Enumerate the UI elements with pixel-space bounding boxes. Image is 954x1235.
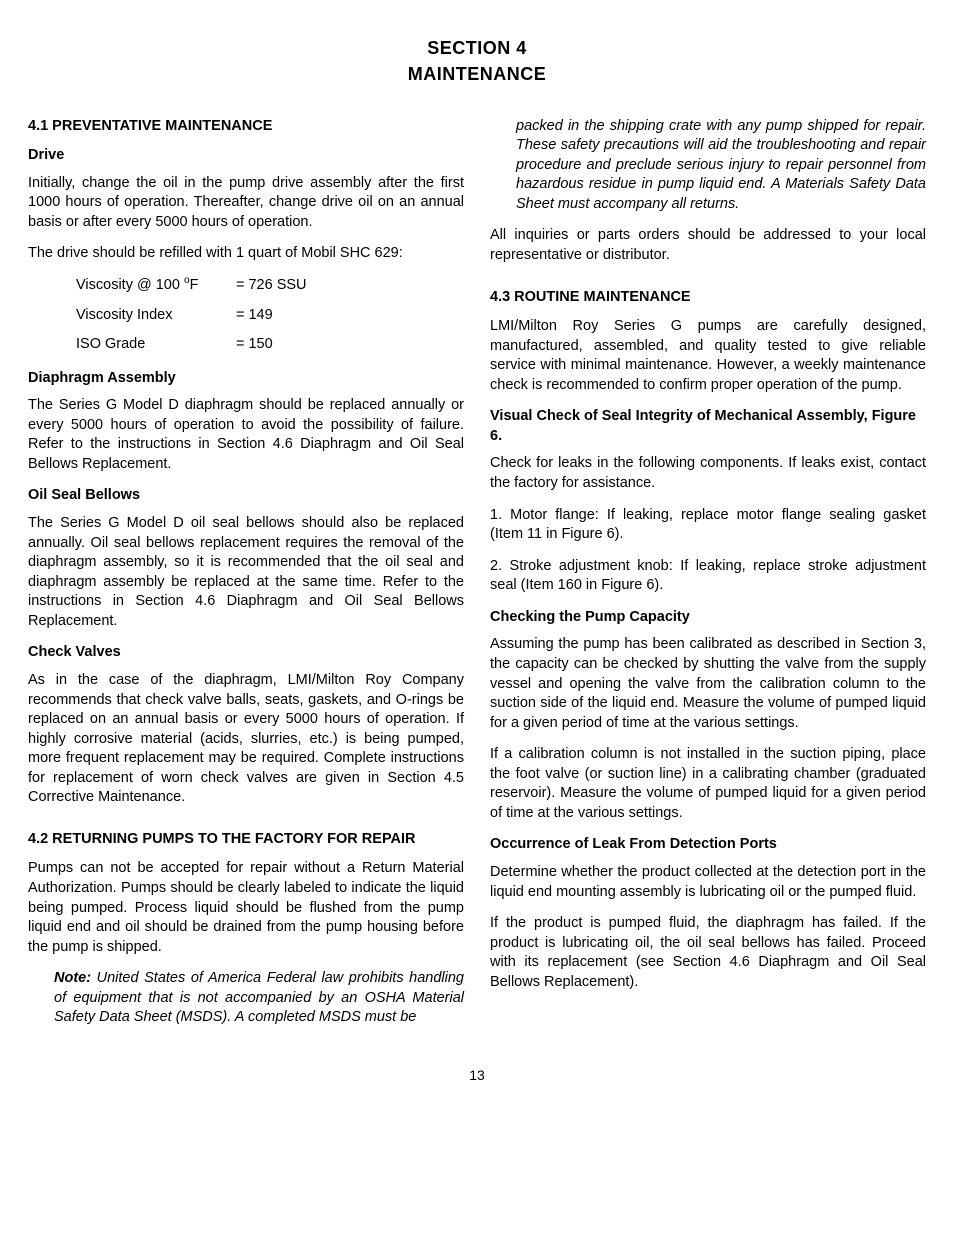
paragraph: The drive should be refilled with 1 quar…	[28, 244, 464, 264]
subhead-leak-detection: Occurrence of Leak From Detection Ports	[490, 835, 926, 855]
paragraph: Pumps can not be accepted for repair wit…	[28, 859, 464, 957]
paragraph: Determine whether the product collected …	[490, 863, 926, 902]
content-columns: 4.1 PREVENTATIVE MAINTENANCE Drive Initi…	[28, 117, 926, 1040]
note-text: United States of America Federal law pro…	[54, 970, 464, 1025]
section-title: MAINTENANCE	[28, 62, 926, 86]
paragraph: Check for leaks in the following compone…	[490, 454, 926, 493]
note-block: Note: United States of America Federal l…	[28, 969, 464, 1028]
spec-label: Viscosity @ 100 oF	[76, 276, 236, 296]
note-continuation: packed in the shipping crate with any pu…	[490, 117, 926, 215]
spec-table: Viscosity @ 100 oF = 726 SSU Viscosity I…	[76, 276, 464, 355]
paragraph: As in the case of the diaphragm, LMI/Mil…	[28, 671, 464, 808]
paragraph: All inquiries or parts orders should be …	[490, 226, 926, 265]
paragraph: Initially, change the oil in the pump dr…	[28, 174, 464, 233]
subhead-visual-check: Visual Check of Seal Integrity of Mechan…	[490, 407, 926, 446]
left-column: 4.1 PREVENTATIVE MAINTENANCE Drive Initi…	[28, 117, 464, 1040]
subhead-check-valves: Check Valves	[28, 643, 464, 663]
spec-row: ISO Grade = 150	[76, 335, 464, 355]
section-number: SECTION 4	[28, 36, 926, 60]
paragraph: LMI/Milton Roy Series G pumps are carefu…	[490, 317, 926, 395]
spec-row: Viscosity Index = 149	[76, 306, 464, 326]
subhead-pump-capacity: Checking the Pump Capacity	[490, 608, 926, 628]
page-number: 13	[28, 1066, 926, 1085]
paragraph: The Series G Model D oil seal bellows sh…	[28, 514, 464, 631]
spec-row: Viscosity @ 100 oF = 726 SSU	[76, 276, 464, 296]
heading-4-3: 4.3 ROUTINE MAINTENANCE	[490, 288, 926, 308]
subhead-oil-seal: Oil Seal Bellows	[28, 486, 464, 506]
heading-4-1: 4.1 PREVENTATIVE MAINTENANCE	[28, 117, 464, 137]
note-label: Note:	[54, 970, 91, 986]
subhead-diaphragm: Diaphragm Assembly	[28, 369, 464, 389]
paragraph: Assuming the pump has been calibrated as…	[490, 635, 926, 733]
spec-label: Viscosity Index	[76, 306, 236, 326]
paragraph: If a calibration column is not installed…	[490, 745, 926, 823]
paragraph: 2. Stroke adjustment knob: If leaking, r…	[490, 557, 926, 596]
heading-4-2: 4.2 RETURNING PUMPS TO THE FACTORY FOR R…	[28, 830, 464, 850]
spec-label: ISO Grade	[76, 335, 236, 355]
paragraph: If the product is pumped fluid, the diap…	[490, 914, 926, 992]
right-column: packed in the shipping crate with any pu…	[490, 117, 926, 1040]
spec-value: = 150	[236, 335, 273, 355]
spec-value: = 726 SSU	[236, 276, 307, 296]
spec-value: = 149	[236, 306, 273, 326]
subhead-drive: Drive	[28, 146, 464, 166]
paragraph: 1. Motor flange: If leaking, replace mot…	[490, 506, 926, 545]
paragraph: The Series G Model D diaphragm should be…	[28, 396, 464, 474]
